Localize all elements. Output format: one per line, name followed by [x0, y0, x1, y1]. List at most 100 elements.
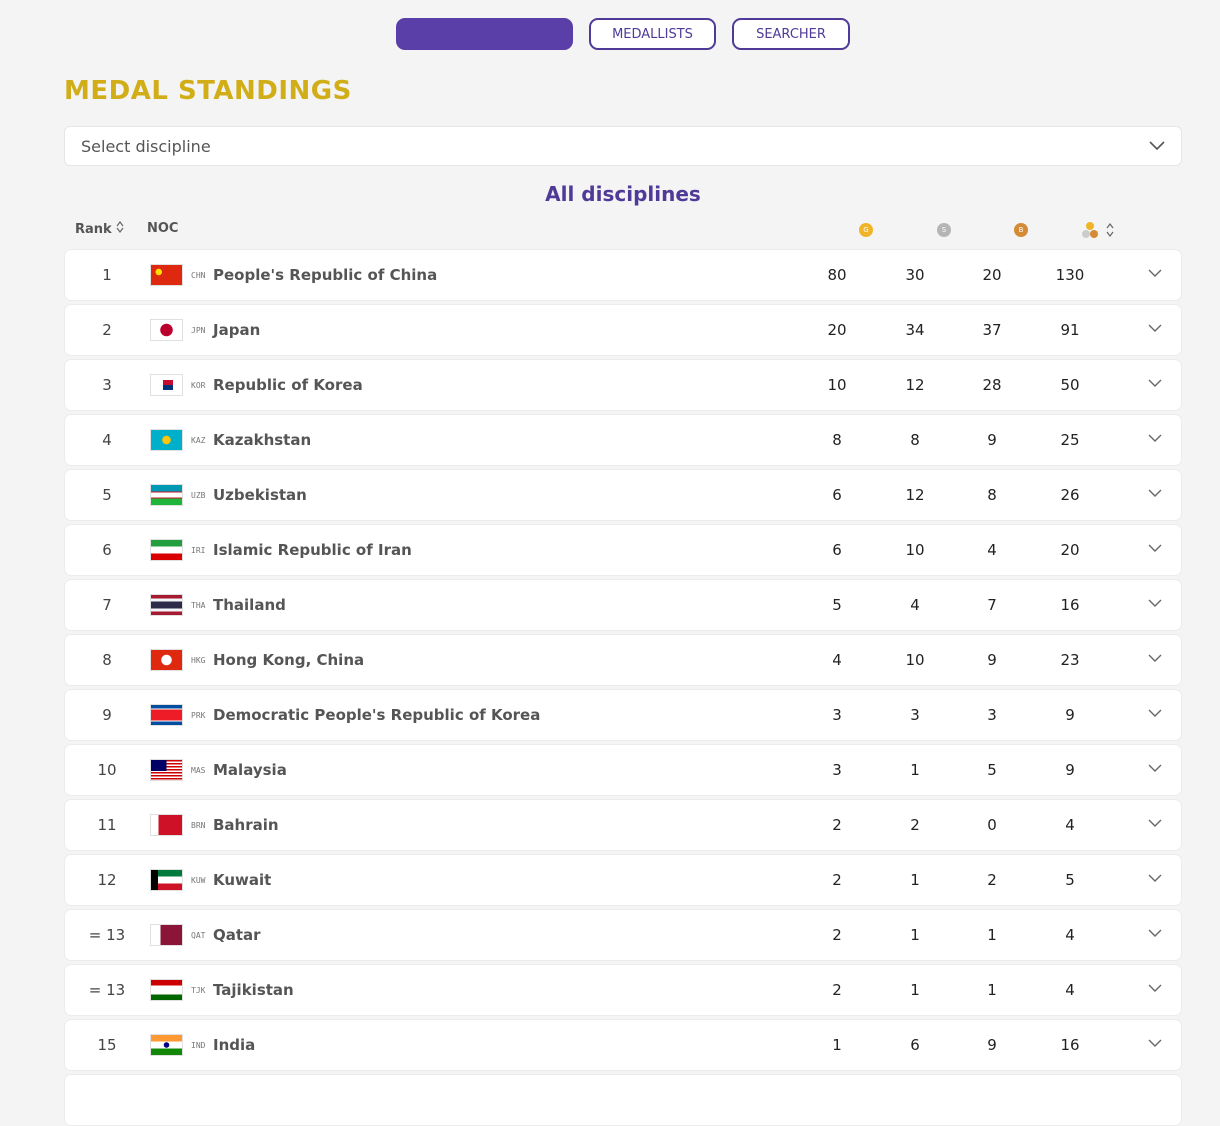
flag: [150, 814, 183, 836]
table-row: 12 KUW Kuwait 2 1 2 5: [64, 854, 1182, 906]
bronze-count: 37: [982, 321, 1002, 339]
rank: 3: [102, 376, 112, 394]
total-header[interactable]: [1080, 221, 1116, 239]
rank: 8: [102, 651, 112, 669]
searcher-tab[interactable]: SEARCHER: [732, 18, 850, 50]
sort-icon: [116, 221, 124, 233]
expand-button[interactable]: [1148, 543, 1162, 553]
expand-button[interactable]: [1148, 323, 1162, 333]
expand-button[interactable]: [1148, 873, 1162, 883]
expand-button[interactable]: [1148, 653, 1162, 663]
total-count: 5: [1065, 871, 1075, 889]
discipline-select[interactable]: Select discipline: [64, 126, 1182, 166]
country-name: Islamic Republic of Iran: [213, 541, 412, 559]
expand-button[interactable]: [1148, 268, 1162, 278]
silver-count: 10: [905, 541, 925, 559]
flag: [150, 924, 183, 946]
noc-code: PRK: [191, 710, 206, 720]
expand-button[interactable]: [1148, 928, 1162, 938]
table-row: 10 MAS Malaysia 3 1 5 9: [64, 744, 1182, 796]
table-row: = 13 QAT Qatar 2 1 1 4: [64, 909, 1182, 961]
silver-count: 3: [910, 706, 920, 724]
dropdown-icon: [1149, 141, 1165, 151]
page-body: MEDALLISTS SEARCHER MEDAL STANDINGS Sele…: [64, 18, 1182, 1126]
gold-count: 4: [832, 651, 842, 669]
gold-count: 2: [832, 871, 842, 889]
noc-code: TJK: [191, 985, 206, 995]
country-name: Tajikistan: [213, 981, 294, 999]
noc-code: THA: [191, 600, 206, 610]
select-placeholder: Select discipline: [81, 137, 211, 156]
bronze-count: 0: [987, 816, 997, 834]
total-count: 4: [1065, 816, 1075, 834]
table-row: 11 BRN Bahrain 2 2 0 4: [64, 799, 1182, 851]
bronze-count: 3: [987, 706, 997, 724]
noc-code: IRI: [191, 545, 206, 555]
table-row: 3 KOR Republic of Korea 10 12 28 50: [64, 359, 1182, 411]
gold-count: 2: [832, 816, 842, 834]
total-count: 91: [1060, 321, 1080, 339]
rank-header[interactable]: Rank: [75, 221, 124, 237]
gold-count: 2: [832, 981, 842, 999]
total-count: 9: [1065, 706, 1075, 724]
silver-count: 1: [910, 981, 920, 999]
gold-count: 1: [832, 1036, 842, 1054]
table-row: 1 CHN People's Republic of China 80 30 20 130: [64, 249, 1182, 301]
rank: = 13: [88, 926, 126, 944]
gold-count: 80: [827, 266, 847, 284]
total-count: 16: [1060, 1036, 1080, 1054]
bronze-count: 9: [987, 651, 997, 669]
table-row: 9 PRK Democratic People's Republic of Kore…: [64, 689, 1182, 741]
gold-count: 2: [832, 926, 842, 944]
bronze-count: 1: [987, 926, 997, 944]
noc-code: IND: [191, 1040, 206, 1050]
silver-count: 4: [910, 596, 920, 614]
expand-button[interactable]: [1148, 598, 1162, 608]
table-row: 8 HKG Hong Kong, China 4 10 9 23: [64, 634, 1182, 686]
flag: [150, 979, 183, 1001]
page: Medal Standings {"tabs": ["MEDALLISTS", …: [64, 18, 1182, 1126]
silver-count: 30: [905, 266, 925, 284]
rank: 5: [102, 486, 112, 504]
gold-count: 3: [832, 706, 842, 724]
expand-button[interactable]: [1148, 763, 1162, 773]
total-count: 26: [1060, 486, 1080, 504]
expand-button[interactable]: [1148, 1038, 1162, 1048]
country-name: Republic of Korea: [213, 376, 363, 394]
expand-button[interactable]: [1148, 488, 1162, 498]
medallists-tab[interactable]: MEDALLISTS: [589, 18, 716, 50]
total-count: 16: [1060, 596, 1080, 614]
expand-button[interactable]: [1148, 818, 1162, 828]
rank: 1: [102, 266, 112, 284]
table-row: 15 IND India 1 6 9 16: [64, 1019, 1182, 1071]
noc-code: JPN: [191, 325, 206, 335]
expand-button[interactable]: [1148, 983, 1162, 993]
gold-count: 8: [832, 431, 842, 449]
flag: [150, 484, 183, 506]
country-name: Kazakhstan: [213, 431, 312, 449]
expand-button[interactable]: [1148, 708, 1162, 718]
bronze-count: 2: [987, 871, 997, 889]
flag: [150, 759, 183, 781]
flag: [150, 869, 183, 891]
silver-icon: S: [937, 223, 951, 237]
rank: 7: [102, 596, 112, 614]
bronze-count: 9: [987, 1036, 997, 1054]
expand-button[interactable]: [1148, 433, 1162, 443]
country-name: Malaysia: [213, 761, 287, 779]
total-count: 4: [1065, 981, 1075, 999]
rank: 6: [102, 541, 112, 559]
gold-count: 3: [832, 761, 842, 779]
flag: [150, 649, 183, 671]
noc-code: BRN: [191, 820, 206, 830]
table-row: [64, 1074, 1182, 1126]
standings-tab[interactable]: [396, 18, 573, 50]
page-title: MEDAL STANDINGS: [64, 76, 352, 106]
flag: [150, 264, 183, 286]
silver-count: 10: [905, 651, 925, 669]
total-count: 25: [1060, 431, 1080, 449]
country-name: Bahrain: [213, 816, 279, 834]
country-name: Japan: [213, 321, 261, 339]
expand-button[interactable]: [1148, 378, 1162, 388]
country-name: Kuwait: [213, 871, 272, 889]
